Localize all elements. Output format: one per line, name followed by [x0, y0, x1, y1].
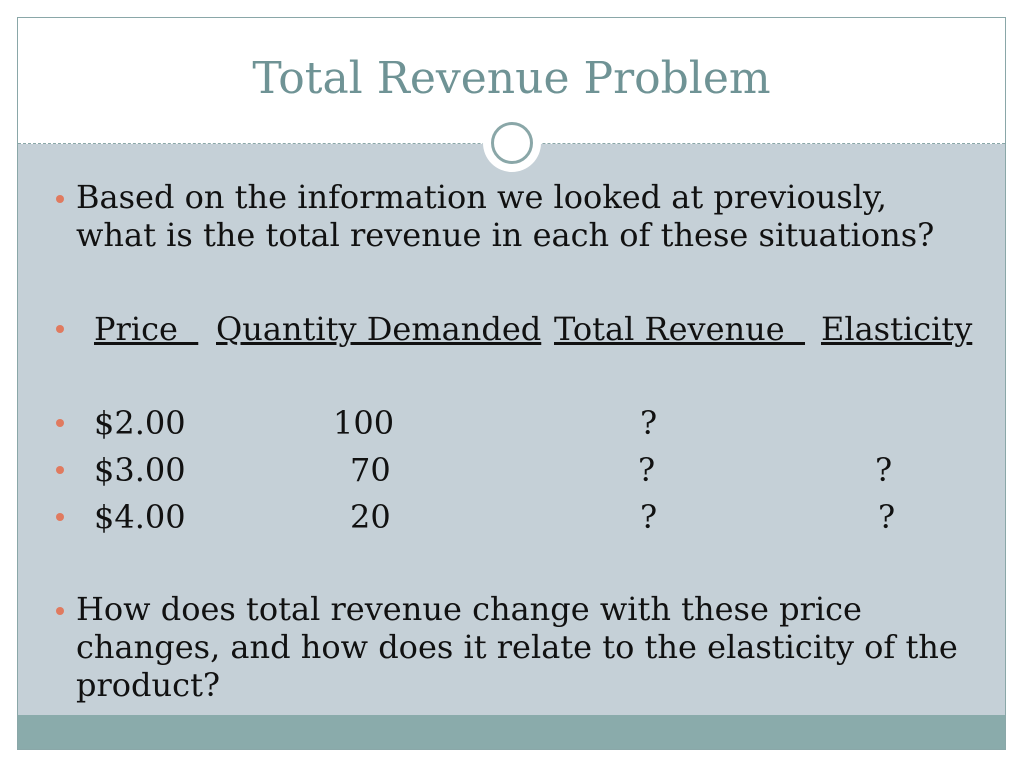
slide-body: Based on the information we looked at pr… [18, 18, 1005, 749]
cell-total-revenue: ? [640, 404, 658, 442]
cell-quantity: 100 [333, 404, 395, 442]
bullet-icon [56, 466, 64, 474]
bullet-icon [56, 607, 64, 615]
cell-elasticity: ? [878, 498, 896, 536]
table-row: $3.00 70 ? ? [18, 451, 1005, 491]
bullet-icon [56, 195, 64, 203]
cell-total-revenue: ? [640, 498, 658, 536]
intro-paragraph: Based on the information we looked at pr… [76, 178, 935, 254]
header-quantity-demanded: Quantity Demanded [216, 310, 542, 348]
slide-title: Total Revenue Problem [252, 53, 771, 104]
footer-band [18, 715, 1005, 749]
circle-ornament-icon [483, 114, 541, 172]
cell-quantity: 70 [350, 451, 391, 489]
header-elasticity: Elasticity [821, 310, 973, 348]
table-row: $4.00 20 ? ? [18, 498, 1005, 538]
cell-price: $2.00 [94, 404, 186, 442]
outro-paragraph: How does total revenue change with these… [76, 590, 958, 704]
bullet-icon [56, 325, 64, 333]
header-price: Price [94, 310, 199, 348]
circle-ring [491, 122, 533, 164]
cell-price: $4.00 [94, 498, 186, 536]
table-row: $2.00 100 ? [18, 404, 1005, 444]
table-header-row: Price Quantity Demanded Total Revenue El… [18, 310, 1005, 350]
cell-elasticity: ? [875, 451, 893, 489]
bullet-icon [56, 513, 64, 521]
cell-quantity: 20 [350, 498, 391, 536]
slide: Total Revenue Problem Based on the infor… [17, 17, 1006, 750]
header-total-revenue: Total Revenue [554, 310, 806, 348]
cell-total-revenue: ? [638, 451, 656, 489]
cell-price: $3.00 [94, 451, 186, 489]
bullet-icon [56, 419, 64, 427]
